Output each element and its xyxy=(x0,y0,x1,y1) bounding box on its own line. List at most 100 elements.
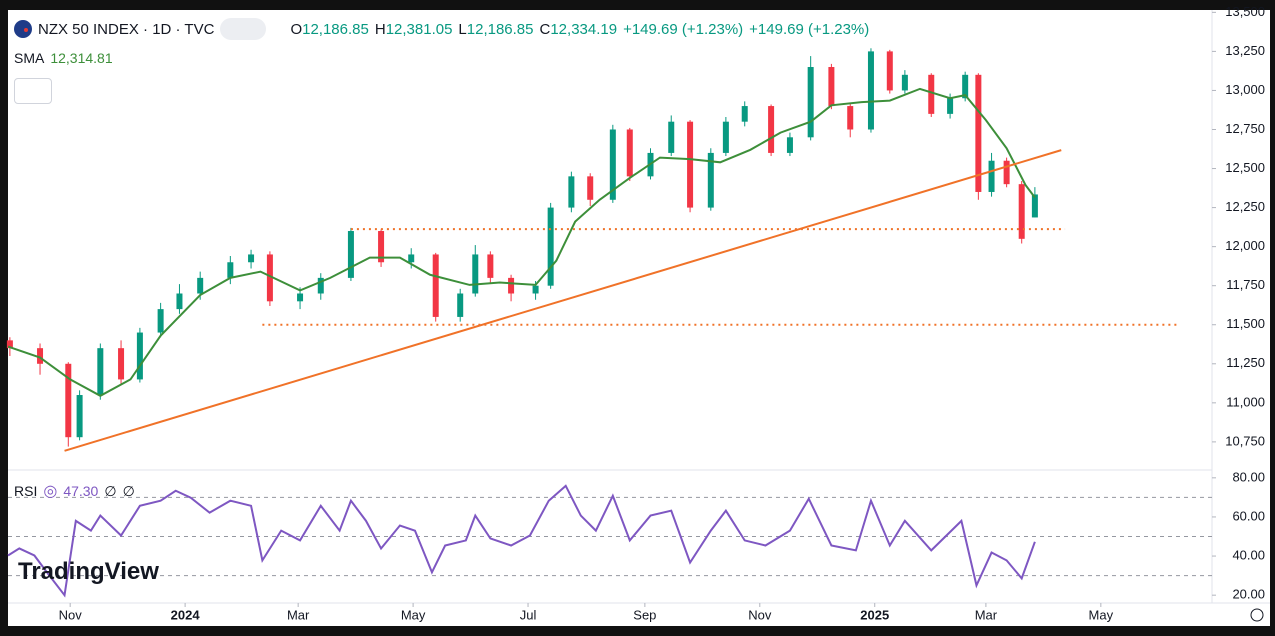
sma-value: 12,314.81 xyxy=(50,50,113,66)
candle-body xyxy=(867,51,874,130)
candle-body xyxy=(532,285,539,294)
candle-body xyxy=(508,277,515,294)
candle-body xyxy=(432,254,439,317)
candle-body xyxy=(947,98,954,114)
y-tick-label: 11,000 xyxy=(1226,394,1265,409)
y-tick-label: 12,750 xyxy=(1225,121,1265,136)
rsi-pane: 20.00 40.00 60.00 80.00 Nov 2024 Mar May Jul Sep N… xyxy=(7,469,1265,622)
candle-body xyxy=(457,293,464,317)
change: +149.69 (+1.23%) xyxy=(749,20,870,38)
candle-body xyxy=(668,121,675,153)
toggle[interactable] xyxy=(220,18,267,40)
rsi-extra: ∅ xyxy=(104,482,117,499)
y-tick-label: 13,500 xyxy=(1225,4,1265,19)
candle-body xyxy=(587,176,594,200)
rsi-legend: RSI ◎ 47.30 ∅ ∅ xyxy=(14,481,135,501)
symbol: NZX 50 INDEX · 1D · TVC xyxy=(38,20,215,38)
x-tick-label: Mar xyxy=(975,607,998,622)
candle-body xyxy=(266,254,273,302)
y-tick-label: 10,750 xyxy=(1225,433,1265,448)
ohlc-value: 12,186.85 xyxy=(466,20,534,38)
candle-body xyxy=(847,106,854,130)
candle-body xyxy=(6,340,13,349)
y-tick-label: 60.00 xyxy=(1232,508,1265,523)
x-tick-label: Nov xyxy=(59,607,83,622)
x-tick-label: May xyxy=(1089,607,1114,622)
sma-legend: SMA 12,314.81 xyxy=(14,50,113,66)
ohlc-value: 12,381.05 xyxy=(385,20,453,38)
sma-line xyxy=(7,87,1036,397)
candle-body xyxy=(408,254,415,263)
candle-body xyxy=(297,293,304,302)
rsi-line xyxy=(7,484,1036,598)
candle-body xyxy=(547,207,554,286)
x-tick-label: Nov xyxy=(748,607,772,622)
candle-body xyxy=(786,137,793,153)
candle-body xyxy=(65,363,72,438)
y-tick-label: 11,500 xyxy=(1226,316,1265,331)
y-tick-label: 11,250 xyxy=(1226,355,1265,370)
change: +149.69 (+1.23%) xyxy=(623,20,744,38)
y-tick-label: 80.00 xyxy=(1232,469,1265,484)
header: NZX 50 INDEX · 1D · TVC O 12,186.85 H 12,3… xyxy=(14,18,869,40)
rsi-extra: ∅ xyxy=(122,482,135,499)
y-tick-label: 11,750 xyxy=(1226,277,1265,292)
x-tick-label: Jul xyxy=(520,607,537,622)
candle-body xyxy=(828,67,835,107)
sma-name: SMA xyxy=(14,50,45,66)
candle-body xyxy=(928,74,935,114)
rsi-value: 47.30 xyxy=(63,483,99,499)
candle-body xyxy=(722,121,729,153)
candle-body xyxy=(687,121,694,208)
candle-body xyxy=(197,277,204,294)
ohlc-value: 12,334.19 xyxy=(550,20,618,38)
y-tick-label: 13,250 xyxy=(1225,43,1265,58)
ohlc-key: O xyxy=(290,20,303,38)
y-tick-label: 13,000 xyxy=(1225,82,1265,97)
candle-body xyxy=(609,129,616,200)
candle-body xyxy=(1003,160,1010,185)
candle-body xyxy=(901,74,908,91)
candle-body xyxy=(347,231,354,278)
candle-body xyxy=(76,395,83,438)
candle-body xyxy=(962,74,969,99)
candle-body xyxy=(768,106,775,153)
price-pane: 10,750 11,000 11,250 11,500 11,750 12,000 12,2… xyxy=(6,4,1265,452)
trendline xyxy=(64,149,1062,452)
candle-body xyxy=(487,254,494,278)
candle-body xyxy=(568,176,575,208)
flag xyxy=(14,20,32,38)
candle-body xyxy=(741,106,748,122)
candle-body xyxy=(37,348,44,364)
ohlc-key: L xyxy=(458,20,467,38)
candle-body xyxy=(886,51,893,91)
settings-icon[interactable] xyxy=(1250,608,1264,622)
candle-body xyxy=(176,293,183,310)
rsi-icon: ◎ xyxy=(43,483,58,500)
candle-body xyxy=(118,348,125,380)
x-tick-label: 2025 xyxy=(860,607,889,622)
canvas xyxy=(8,10,1270,626)
y-tick-label: 40.00 xyxy=(1232,547,1265,562)
candle-body xyxy=(626,129,633,177)
candle-body xyxy=(136,332,143,380)
candle-body xyxy=(472,254,479,294)
rsi-name: RSI xyxy=(14,483,38,499)
candle-body xyxy=(97,348,104,396)
candle-body xyxy=(1018,184,1025,239)
candle-body xyxy=(1031,194,1038,218)
candle-body xyxy=(807,67,814,138)
x-tick-label: Sep xyxy=(633,607,656,622)
ohlc-key: C xyxy=(539,20,551,38)
candle-body xyxy=(317,277,324,294)
logo: TradingView xyxy=(18,558,159,585)
candle-body xyxy=(227,262,234,278)
collapse-button[interactable] xyxy=(14,78,52,104)
candle-body xyxy=(975,74,982,192)
candle-body xyxy=(378,231,385,263)
x-tick-label: 2024 xyxy=(171,607,201,622)
y-tick-label: 20.00 xyxy=(1232,587,1265,602)
candle-body xyxy=(707,152,714,208)
